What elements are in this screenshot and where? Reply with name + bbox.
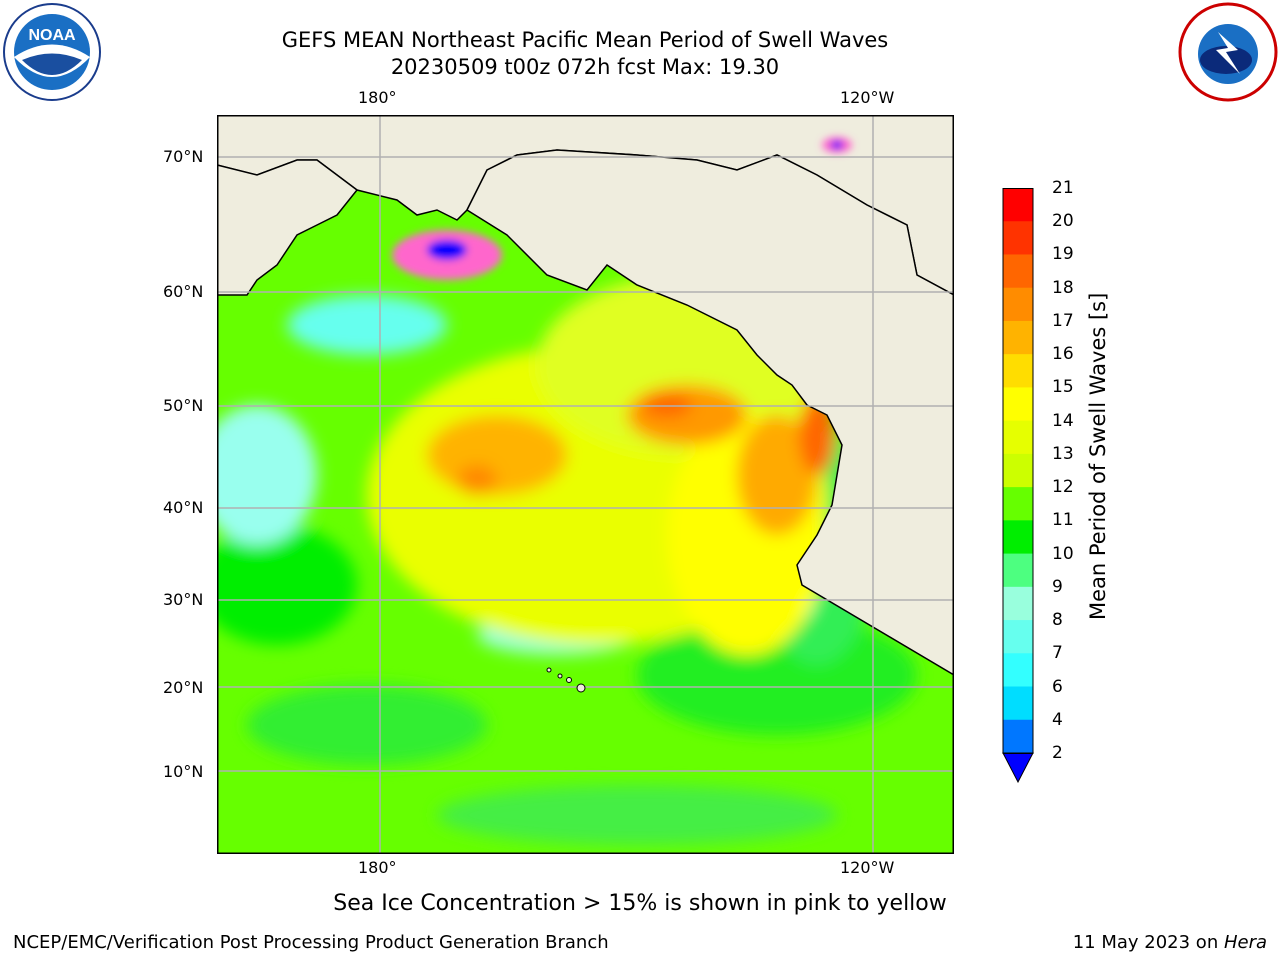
lat-label-70n: 70°N <box>163 147 204 166</box>
lat-label-60n: 60°N <box>163 282 204 301</box>
colorbar-ticks: 21 20 19 18 17 16 15 14 13 12 11 10 9 8 7 6 4 2 <box>1052 178 1092 778</box>
nws-logo <box>1178 2 1278 102</box>
lon-label-top-180: 180° <box>358 88 397 107</box>
lat-label-20n: 20°N <box>163 678 204 697</box>
noaa-logo: NOAA <box>2 2 102 102</box>
colorbar-tick-label: 19 <box>1052 244 1074 265</box>
swell-period-map <box>197 114 955 854</box>
colorbar-tick-label: 12 <box>1052 477 1074 498</box>
map-panel <box>197 114 955 854</box>
lat-label-40n: 40°N <box>163 498 204 517</box>
graticule <box>217 115 954 854</box>
footer-date: 11 May 2023 on <box>1072 932 1224 953</box>
colorbar-label: Mean Period of Swell Waves [s] <box>1086 292 1110 620</box>
colorbar <box>1002 188 1034 784</box>
colorbar-tick-label: 7 <box>1052 643 1063 664</box>
lat-label-30n: 30°N <box>163 590 204 609</box>
lat-label-50n: 50°N <box>163 396 204 415</box>
colorbar-extend-triangle <box>1002 752 1034 784</box>
sea-ice-caption: Sea Ice Concentration > 15% is shown in … <box>333 891 947 916</box>
colorbar-segment <box>1003 620 1033 654</box>
colorbar-outline <box>1002 188 1034 754</box>
hawaii <box>546 667 586 693</box>
colorbar-tick-label: 16 <box>1052 344 1074 365</box>
footer-right: 11 May 2023 on Hera <box>1073 932 1267 953</box>
colorbar-segment <box>1003 188 1033 222</box>
colorbar-segment <box>1003 719 1033 754</box>
land <box>216 114 955 677</box>
colorbar-segment <box>1003 487 1033 521</box>
lon-label-bottom-120w: 120°W <box>840 858 895 877</box>
colorbar-tick-label: 11 <box>1052 510 1074 531</box>
colorbar-tick-label: 9 <box>1052 576 1063 597</box>
colorbar-tick-label: 4 <box>1052 709 1063 730</box>
colorbar-tick-label: 13 <box>1052 443 1074 464</box>
colorbar-segment <box>1003 354 1033 388</box>
colorbar-tick-label: 15 <box>1052 377 1074 398</box>
footer-left: NCEP/EMC/Verification Post Processing Pr… <box>13 932 609 953</box>
colorbar-tick-label: 2 <box>1052 743 1063 763</box>
colorbar-tick-label: 21 <box>1052 178 1074 198</box>
colorbar-segment <box>1003 320 1033 355</box>
colorbar-segment <box>1003 254 1033 289</box>
colorbar-segment <box>1003 221 1033 255</box>
colorbar-tick-label: 18 <box>1052 277 1074 298</box>
footer-host: Hera <box>1223 932 1267 953</box>
lon-label-top-120w: 120°W <box>840 88 895 107</box>
colorbar-segment <box>1003 453 1033 488</box>
colorbar-segment <box>1003 420 1033 455</box>
lat-label-10n: 10°N <box>163 762 204 781</box>
colorbar-segment <box>1003 287 1033 322</box>
colorbar-tick-label: 17 <box>1052 310 1074 331</box>
colorbar-tick-label: 10 <box>1052 543 1074 564</box>
colorbar-tick-label: 8 <box>1052 610 1063 631</box>
sea-ice <box>392 137 852 280</box>
colorbar-segment <box>1003 520 1033 555</box>
lon-label-bottom-180: 180° <box>358 858 397 877</box>
colorbar-tick-label: 6 <box>1052 676 1063 697</box>
colorbar-segment <box>1003 686 1033 721</box>
colorbar-tick-label: 14 <box>1052 410 1074 431</box>
colorbar-segment <box>1003 653 1033 688</box>
colorbar-segment <box>1003 553 1033 588</box>
colorbar-segment <box>1003 387 1033 422</box>
colorbar-tick-label: 20 <box>1052 211 1074 232</box>
colorbar-segment <box>1003 586 1033 621</box>
svg-text:NOAA: NOAA <box>28 27 76 44</box>
colorbar-svg <box>1002 188 1034 784</box>
chart-subtitle: 20230509 t00z 072h fcst Max: 19.30 <box>390 55 780 79</box>
chart-title: GEFS MEAN Northeast Pacific Mean Period … <box>281 28 889 52</box>
